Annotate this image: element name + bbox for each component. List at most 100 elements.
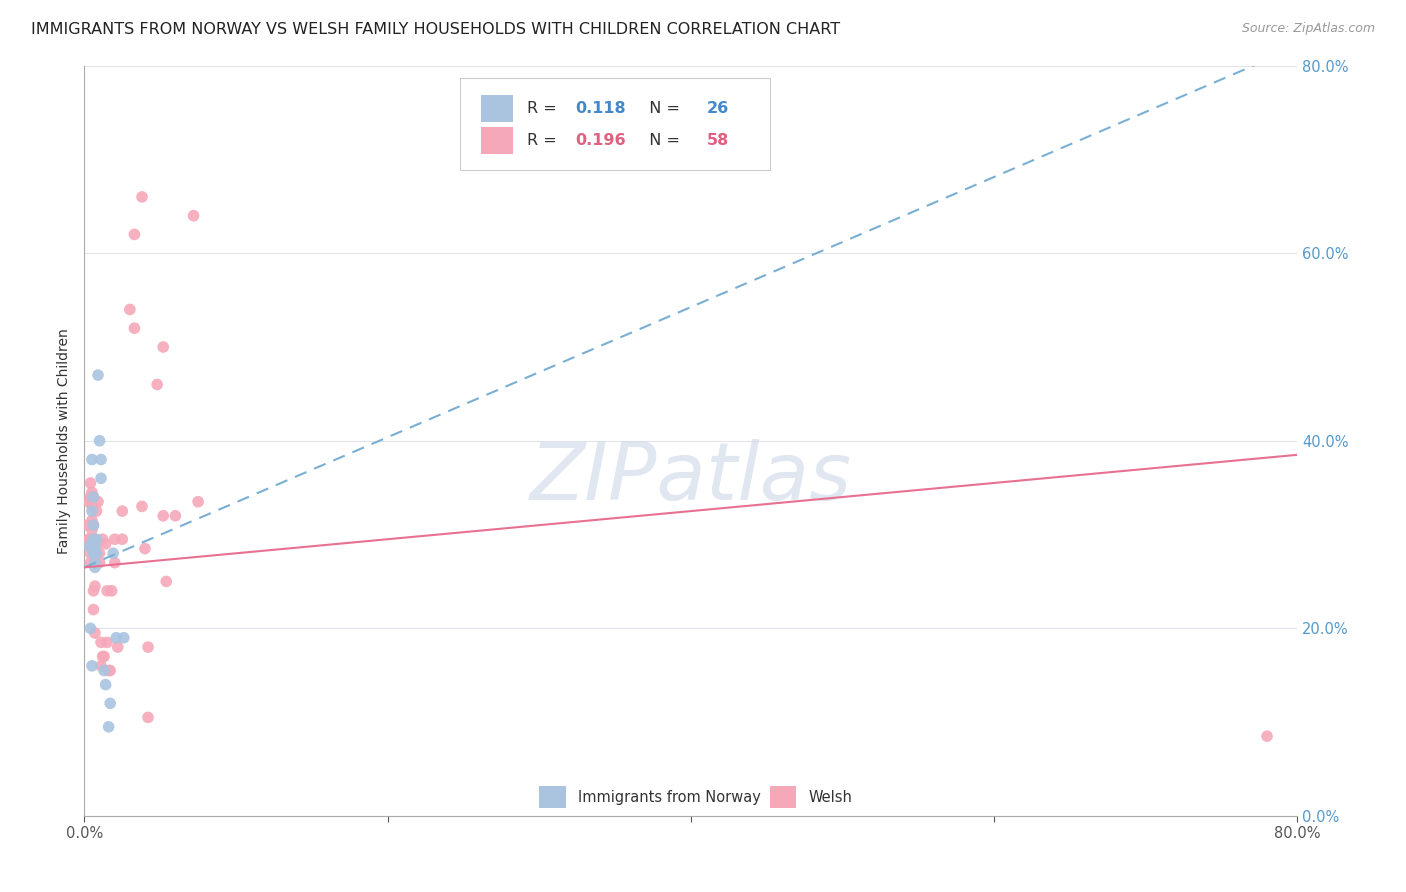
Point bbox=[131, 190, 153, 204]
Point bbox=[93, 649, 115, 664]
Point bbox=[80, 513, 103, 527]
FancyBboxPatch shape bbox=[769, 786, 796, 808]
FancyBboxPatch shape bbox=[460, 78, 769, 169]
Point bbox=[80, 504, 103, 518]
Text: 0.118: 0.118 bbox=[575, 101, 626, 116]
Point bbox=[94, 537, 117, 551]
Point bbox=[84, 626, 107, 640]
Point bbox=[79, 546, 101, 560]
FancyBboxPatch shape bbox=[481, 95, 513, 122]
Text: Source: ZipAtlas.com: Source: ZipAtlas.com bbox=[1241, 22, 1375, 36]
Point bbox=[87, 494, 110, 508]
Point bbox=[183, 209, 205, 223]
Point bbox=[91, 649, 114, 664]
Point bbox=[82, 518, 104, 533]
FancyBboxPatch shape bbox=[481, 128, 513, 154]
Point bbox=[82, 490, 104, 504]
Point bbox=[146, 377, 169, 392]
Point bbox=[100, 583, 122, 598]
Point bbox=[80, 500, 103, 514]
Point bbox=[131, 500, 153, 514]
Text: Immigrants from Norway: Immigrants from Norway bbox=[578, 789, 761, 805]
Point bbox=[77, 533, 100, 547]
Point bbox=[152, 340, 174, 354]
Point bbox=[152, 508, 174, 523]
Point bbox=[80, 485, 103, 500]
Point bbox=[89, 434, 111, 448]
Point bbox=[79, 490, 101, 504]
Point bbox=[124, 321, 146, 335]
Point bbox=[104, 556, 127, 570]
Point bbox=[82, 533, 104, 547]
Point bbox=[136, 640, 159, 654]
Point bbox=[134, 541, 156, 556]
Point bbox=[77, 533, 100, 547]
FancyBboxPatch shape bbox=[540, 786, 567, 808]
Point bbox=[155, 574, 177, 589]
Point bbox=[84, 556, 107, 570]
Text: R =: R = bbox=[527, 101, 562, 116]
Point bbox=[91, 533, 114, 547]
Text: Welsh: Welsh bbox=[808, 789, 852, 805]
Point bbox=[165, 508, 187, 523]
Point bbox=[77, 494, 100, 508]
Text: IMMIGRANTS FROM NORWAY VS WELSH FAMILY HOUSEHOLDS WITH CHILDREN CORRELATION CHAR: IMMIGRANTS FROM NORWAY VS WELSH FAMILY H… bbox=[31, 22, 839, 37]
Point bbox=[105, 631, 128, 645]
Point bbox=[82, 490, 104, 504]
Text: 26: 26 bbox=[707, 101, 728, 116]
Point bbox=[98, 697, 121, 711]
Point bbox=[118, 302, 141, 317]
Point bbox=[136, 710, 159, 724]
Point bbox=[89, 546, 111, 560]
Point bbox=[84, 537, 107, 551]
Point bbox=[124, 227, 146, 242]
Point bbox=[111, 533, 134, 547]
Point bbox=[97, 664, 120, 678]
Point bbox=[112, 631, 135, 645]
Point bbox=[1256, 729, 1278, 743]
Text: R =: R = bbox=[527, 133, 562, 148]
Point bbox=[82, 518, 104, 533]
Point bbox=[86, 533, 108, 547]
Point bbox=[79, 556, 101, 570]
Point bbox=[84, 579, 107, 593]
Point bbox=[79, 475, 101, 490]
Point bbox=[111, 504, 134, 518]
Point bbox=[84, 537, 107, 551]
Point bbox=[96, 583, 118, 598]
Point bbox=[84, 560, 107, 574]
Point bbox=[82, 546, 104, 560]
Point bbox=[187, 494, 209, 508]
Point bbox=[86, 537, 108, 551]
Point bbox=[80, 658, 103, 673]
Point bbox=[84, 556, 107, 570]
Point bbox=[104, 533, 127, 547]
Point bbox=[94, 677, 117, 691]
Point bbox=[76, 537, 98, 551]
Point bbox=[107, 640, 129, 654]
Point bbox=[101, 546, 124, 560]
Point bbox=[89, 556, 111, 570]
Point bbox=[76, 518, 98, 533]
Point bbox=[87, 368, 110, 383]
Point bbox=[93, 664, 115, 678]
Point bbox=[77, 539, 100, 553]
Point bbox=[80, 452, 103, 467]
Text: 58: 58 bbox=[707, 133, 728, 148]
Point bbox=[90, 635, 112, 649]
Text: ZIPatlas: ZIPatlas bbox=[530, 439, 852, 517]
Point bbox=[79, 621, 101, 635]
Point bbox=[96, 635, 118, 649]
Text: N =: N = bbox=[638, 133, 685, 148]
Point bbox=[90, 658, 112, 673]
Point bbox=[97, 720, 120, 734]
Y-axis label: Family Households with Children: Family Households with Children bbox=[58, 328, 72, 554]
Text: 0.196: 0.196 bbox=[575, 133, 626, 148]
Point bbox=[90, 452, 112, 467]
Point bbox=[90, 471, 112, 485]
Point bbox=[82, 602, 104, 616]
Text: N =: N = bbox=[638, 101, 685, 116]
Point bbox=[98, 664, 121, 678]
Point bbox=[86, 546, 108, 560]
Point bbox=[86, 504, 108, 518]
